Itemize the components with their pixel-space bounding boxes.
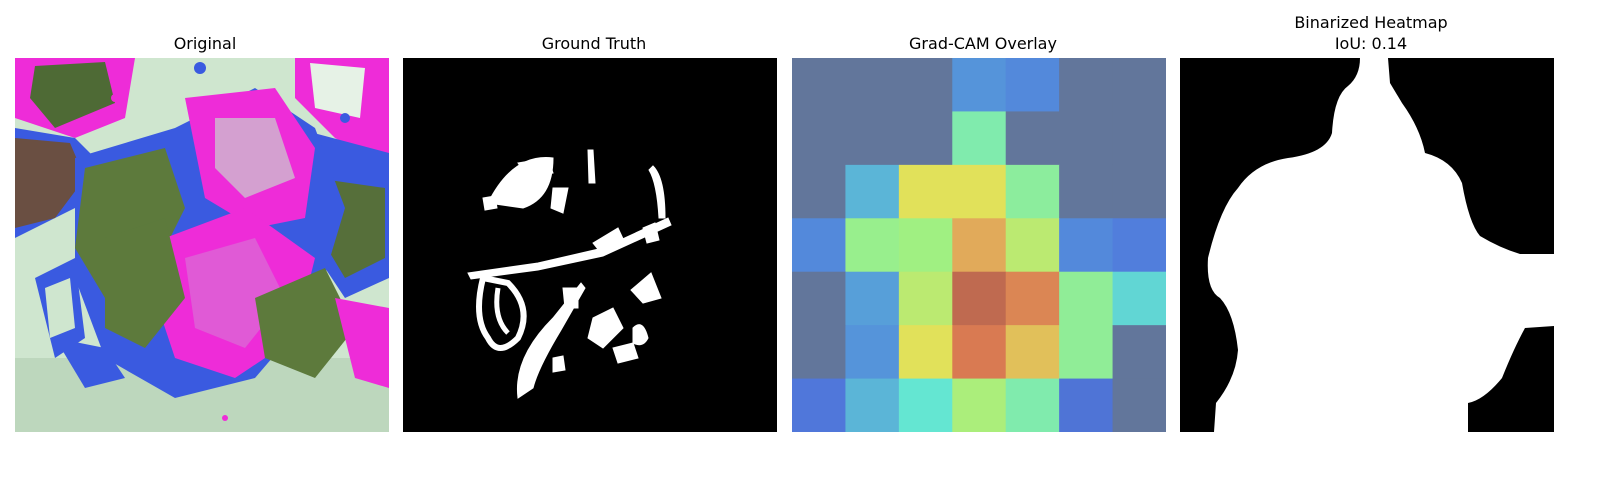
gradcam-cell [1059,378,1114,432]
gradcam-cell [952,271,1007,326]
gradcam-cell [1005,271,1060,326]
gradcam-cell [952,378,1007,432]
gradcam-cell [952,218,1007,273]
gradcam-cell [1112,164,1166,219]
gradcam-cell [792,378,846,432]
gradcam-cell [1112,378,1166,432]
gradcam-cell [792,218,846,273]
gradcam-cell [1005,164,1060,219]
gradcam-cell [898,111,953,166]
gradcam-cell [1005,325,1060,380]
gradcam-cell [845,58,900,112]
gradcam-cell [845,111,900,166]
gradcam-cell [845,325,900,380]
gradcam-cell [952,325,1007,380]
gradcam-cell [845,378,900,432]
gradcam-overlay [792,58,1166,432]
ground-truth-mask [403,58,777,432]
ground-truth-title: Ground Truth [541,34,647,53]
gradcam-cell [1059,58,1114,112]
gradcam-cell [1059,218,1114,273]
gradcam-cell [1005,58,1060,112]
gradcam-cell [792,58,846,112]
gradcam-cell [845,164,900,219]
gradcam-cell [792,271,846,326]
gradcam-cell [952,111,1007,166]
gradcam-cell [898,164,953,219]
binarized-heatmap-title: Binarized Heatmap [1294,13,1448,32]
gradcam-cell [1112,218,1166,273]
gradcam-cell [1059,164,1114,219]
gradcam-cell [952,58,1007,112]
original-image [15,58,389,432]
gradcam-cell [1112,271,1166,326]
binarized-heatmap [1180,58,1554,432]
gradcam-cell [1059,111,1114,166]
gradcam-cell [792,164,846,219]
gradcam-cell [1112,111,1166,166]
gradcam-cell [1112,58,1166,112]
gradcam-cell [952,164,1007,219]
gradcam-overlay-title: Grad-CAM Overlay [909,34,1057,53]
gradcam-cell [845,218,900,273]
gradcam-cell [898,271,953,326]
gradcam-cell [898,378,953,432]
gradcam-cell [898,218,953,273]
gradcam-cell [898,325,953,380]
gradcam-cell [792,325,846,380]
gradcam-cell [898,58,953,112]
gradcam-cell [1005,111,1060,166]
gradcam-cell [1005,218,1060,273]
gradcam-cell [1059,271,1114,326]
original-title: Original [173,34,237,53]
iou-subtitle: IoU: 0.14 [1334,34,1408,53]
gradcam-cell [845,271,900,326]
gradcam-cell [1112,325,1166,380]
gradcam-cell [792,111,846,166]
gradcam-cell [1059,325,1114,380]
gradcam-cell [1005,378,1060,432]
